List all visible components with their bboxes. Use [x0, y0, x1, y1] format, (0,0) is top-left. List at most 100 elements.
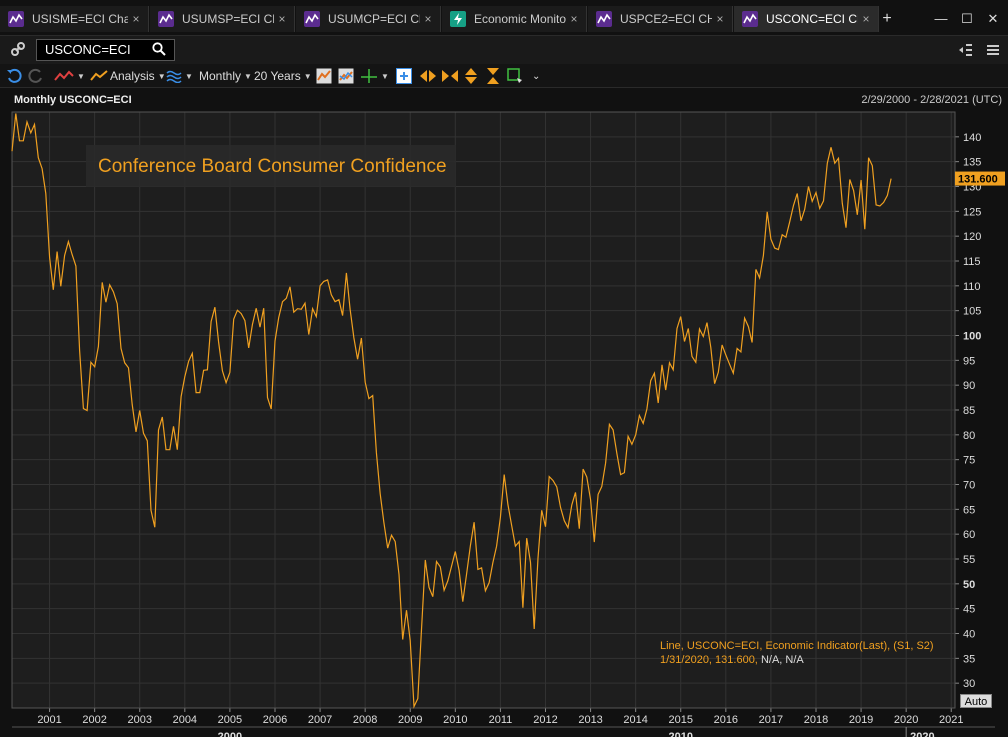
- zoom-y-icon[interactable]: [486, 68, 500, 84]
- x-tick-label: 2013: [578, 714, 602, 726]
- chevron-down-icon: ▼: [185, 71, 193, 81]
- tab-label: USUMSP=ECI Chart: [182, 12, 274, 26]
- crosshair-icon[interactable]: ▼: [360, 68, 389, 84]
- chevron-down-icon: ▼: [303, 71, 312, 81]
- chart-line-icon: [596, 11, 612, 27]
- tab-close-icon[interactable]: ×: [424, 12, 432, 26]
- plot-border: [11, 111, 956, 709]
- analysis-button[interactable]: Analysis ▼: [90, 68, 166, 84]
- chart-line-icon: [742, 11, 758, 27]
- tab-close-icon[interactable]: ×: [570, 12, 578, 26]
- chart-instrument-title: Monthly USCONC=ECI: [14, 94, 132, 106]
- tab-close-icon[interactable]: ×: [278, 12, 286, 26]
- link-icon[interactable]: [10, 41, 26, 57]
- layout-tree-icon[interactable]: [957, 42, 973, 58]
- auto-scale-button[interactable]: Auto: [960, 694, 992, 708]
- y-tick-label: 100: [963, 331, 981, 343]
- x-tick-label: 2010: [443, 714, 467, 726]
- scroll-left-right-icon[interactable]: [420, 68, 436, 84]
- close-window-button[interactable]: ✕: [987, 11, 999, 26]
- tab-close-icon[interactable]: ×: [862, 12, 870, 26]
- tab-close-icon[interactable]: ×: [132, 12, 140, 26]
- chart-line-icon: [158, 11, 174, 27]
- x-tick-label: 2021: [939, 714, 963, 726]
- zoom-box-icon[interactable]: [396, 68, 412, 84]
- tab-4[interactable]: USPCE2=ECI CHT ×: [588, 6, 733, 32]
- wave-icon: [166, 70, 182, 83]
- period-dropdown[interactable]: 20 Years ▼: [254, 68, 312, 84]
- period-label: 20 Years: [254, 69, 301, 83]
- tab-bar: USISME=ECI Chart×USUMSP=ECI Chart×USUMCP…: [0, 0, 1008, 36]
- chevron-down-icon: ▼: [381, 71, 389, 81]
- y-tick-label: 30: [963, 678, 975, 690]
- lightning-icon: [450, 11, 466, 27]
- chart-line-icon: [304, 11, 320, 27]
- y-tick-label: 85: [963, 405, 975, 417]
- legend-line-2: 1/31/2020, 131.600, N/A, N/A: [660, 654, 804, 666]
- tab-1[interactable]: USUMSP=ECI Chart ×: [150, 6, 295, 32]
- maximize-button[interactable]: ☐: [961, 11, 973, 26]
- series-line[interactable]: [11, 113, 892, 709]
- y-tick-label: 55: [963, 554, 975, 566]
- x-tick-label: 2017: [759, 714, 783, 726]
- minimize-button[interactable]: —: [934, 11, 948, 26]
- y-tick-label: 60: [963, 529, 975, 541]
- tab-2[interactable]: USUMCP=ECI Chart ×: [296, 6, 441, 32]
- line-style-button[interactable]: ▼: [54, 68, 85, 84]
- x-tick-label: 2011: [489, 714, 513, 726]
- x-tick-label: 2015: [668, 714, 692, 726]
- x-major-label: 2020: [910, 731, 934, 737]
- x-tick-label: 2018: [804, 714, 828, 726]
- chart-canvas[interactable]: 30 35 40 45 50 55 60 65 70 75 80 85 90 95 100 105 110 115…: [0, 88, 1008, 737]
- wave-button[interactable]: ▼: [166, 68, 193, 84]
- tab-label: USCONC=ECI CHT: [766, 12, 858, 26]
- interval-dropdown[interactable]: Monthly ▼: [199, 68, 252, 84]
- more-tools-icon[interactable]: ⌄: [532, 70, 541, 82]
- y-tick-label: 40: [963, 629, 975, 641]
- tab-close-icon[interactable]: ×: [716, 12, 724, 26]
- analysis-label: Analysis: [110, 69, 155, 83]
- compare-chart-icon[interactable]: [338, 68, 354, 84]
- chevron-down-icon: ▼: [77, 71, 85, 81]
- x-tick-label: 2020: [894, 714, 918, 726]
- x-tick-label: 2009: [398, 714, 422, 726]
- tab-label: USUMCP=ECI Chart: [328, 12, 420, 26]
- search-icon[interactable]: [152, 42, 166, 56]
- add-tab-button[interactable]: +: [882, 10, 892, 27]
- chevron-down-icon: ▼: [244, 71, 252, 81]
- x-tick-label: 2002: [82, 714, 106, 726]
- y-tick-label: 140: [963, 132, 981, 144]
- select-region-icon[interactable]: [507, 68, 523, 84]
- y-tick-label: 105: [963, 306, 981, 318]
- chart-date-range: 2/29/2000 - 2/28/2021 (UTC): [861, 94, 1002, 106]
- chart-header: Monthly USCONC=ECI 2/29/2000 - 2/28/2021…: [12, 92, 1008, 108]
- tab-3[interactable]: Economic Monitor ×: [442, 6, 587, 32]
- chart-type-icon[interactable]: [316, 68, 332, 84]
- y-tick-label: 45: [963, 604, 975, 616]
- search-bar: USCONC=ECI: [0, 36, 1008, 64]
- chart-title: Conference Board Consumer Confidence: [98, 156, 447, 177]
- x-major-label: 2000: [218, 731, 242, 737]
- tab-0[interactable]: USISME=ECI Chart ×: [0, 6, 149, 32]
- last-value-marker: [955, 171, 1005, 186]
- scroll-up-down-icon[interactable]: [464, 68, 478, 84]
- zoom-x-icon[interactable]: [442, 68, 458, 84]
- y-tick-label: 120: [963, 231, 981, 243]
- search-input[interactable]: USCONC=ECI: [36, 39, 175, 61]
- x-tick-label: 2003: [127, 714, 151, 726]
- y-tick-label: 110: [963, 281, 981, 293]
- chart-line-icon: [8, 11, 24, 27]
- tab-label: Economic Monitor: [474, 12, 566, 26]
- redo-icon[interactable]: [28, 68, 44, 84]
- y-tick-label: 35: [963, 653, 975, 665]
- legend-line-1: Line, USCONC=ECI, Economic Indicator(Las…: [660, 640, 934, 652]
- x-tick-label: 2001: [37, 714, 61, 726]
- chart-title-box: [86, 145, 456, 187]
- x-tick-label: 2014: [623, 714, 647, 726]
- undo-icon[interactable]: [6, 68, 22, 84]
- menu-icon[interactable]: [985, 42, 1001, 58]
- y-tick-label: 95: [963, 355, 975, 367]
- y-tick-label: 70: [963, 480, 975, 492]
- y-tick-label: 135: [963, 157, 981, 169]
- tab-5[interactable]: USCONC=ECI CHT ×: [734, 6, 879, 32]
